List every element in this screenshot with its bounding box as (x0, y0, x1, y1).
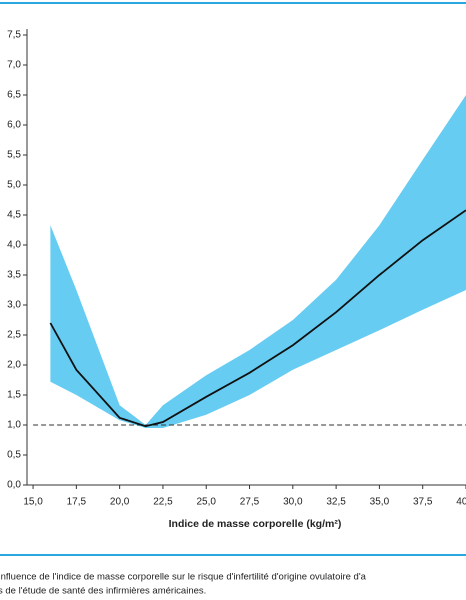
x-tick-label: 22,5 (153, 497, 173, 508)
x-tick-label: 25,0 (197, 497, 217, 508)
x-tick-label: 17,5 (67, 497, 87, 508)
line (49, 209, 466, 428)
y-tick-label: 7,5 (7, 30, 21, 41)
y-tick-label: 6,5 (7, 90, 21, 101)
x-tick-label: 15,0 (23, 497, 43, 508)
x-axis-label: Indice de masse corporelle (kg/m²) (169, 518, 342, 530)
y-tick-label: 7,0 (7, 60, 21, 71)
y-tick-label: 2,0 (7, 360, 21, 371)
y-tick-label: 0,0 (7, 480, 21, 491)
y-tick-label: 4,0 (7, 240, 21, 251)
y-tick-label: 6,0 (7, 120, 21, 131)
caption-line: s de l'étude de santé des infirmières am… (0, 586, 206, 597)
y-tick-label: 3,0 (7, 300, 21, 311)
x-tick-label: 35,0 (370, 497, 390, 508)
y-tick-label: 1,5 (7, 390, 21, 401)
confidence-band (50, 95, 466, 428)
y-tick-label: 5,5 (7, 150, 21, 161)
y-tick-label: 0,5 (7, 450, 21, 461)
x-tick-label: 37,5 (413, 497, 433, 508)
x-tick-label: 20,0 (110, 497, 130, 508)
x-tick-label: 30,0 (283, 497, 303, 508)
caption-line: Influence de l'indice de masse corporell… (0, 572, 367, 583)
y-tick-label: 1,0 (7, 420, 21, 431)
y-tick-label: 5,0 (7, 180, 21, 191)
y-tick-label: 3,5 (7, 270, 21, 281)
y-tick-label: 4,5 (7, 210, 21, 221)
y-tick-label: 2,5 (7, 330, 21, 341)
x-tick-label: 27,5 (240, 497, 260, 508)
x-tick-label: 32,5 (326, 497, 346, 508)
x-tick-label: 40,0 (456, 497, 466, 508)
